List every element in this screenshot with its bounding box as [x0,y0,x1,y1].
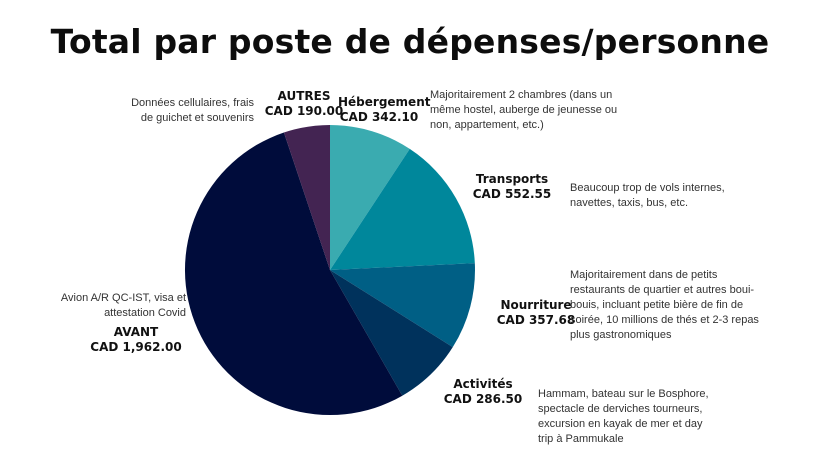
slice-label-nourriture: Nourriture CAD 357.68 [488,298,584,328]
slice-label-hebergement: Hébergement CAD 342.10 [338,95,431,125]
pie-slice-activites [330,270,453,396]
slice-value: CAD 342.10 [339,110,419,124]
slice-value: CAD 286.50 [443,392,523,406]
slice-name: AVANT [113,325,159,339]
slice-note-transports: Beaucoup trop de vols internes, navettes… [570,182,725,209]
slice-label-avant: AVANT CAD 1,962.00 [88,325,184,355]
slice-value: CAD 552.55 [472,187,552,201]
pie-slice-transports [330,148,475,270]
slice-label-transports: Transports CAD 552.55 [470,172,554,202]
slice-name: Activités [453,377,513,391]
slice-note-avant: Avion A/R QC-IST, visa et attestation Co… [60,292,186,319]
pie-slice-autres [283,125,330,270]
slice-value: CAD 190.00 [264,104,344,118]
slice-name: Hébergement [338,95,431,109]
slice-name: Nourriture [500,298,572,312]
chart-title: Total par poste de dépenses/personne [50,22,770,61]
slice-name: Transports [475,172,549,186]
slice-label-activites: Activités CAD 286.50 [440,377,526,407]
slice-note-activites: Hammam, bateau sur le Bosphore, spectacl… [538,388,709,445]
slice-note-nourriture: Majoritairement dans de petits restauran… [570,269,759,341]
slice-label-autres: AUTRES CAD 190.00 [262,89,346,119]
pie-slice-nourriture [330,263,475,348]
slice-name: AUTRES [277,89,331,103]
slice-note-hebergement: Majoritairement 2 chambres (dans un même… [430,89,618,131]
pie-slice-hebergement [330,124,410,270]
slice-value: CAD 357.68 [496,313,576,327]
pie-slice-avant [184,132,403,416]
slice-value: CAD 1,962.00 [90,340,182,354]
slice-note-autres: Données cellulaires, frais de guichet et… [131,97,254,124]
